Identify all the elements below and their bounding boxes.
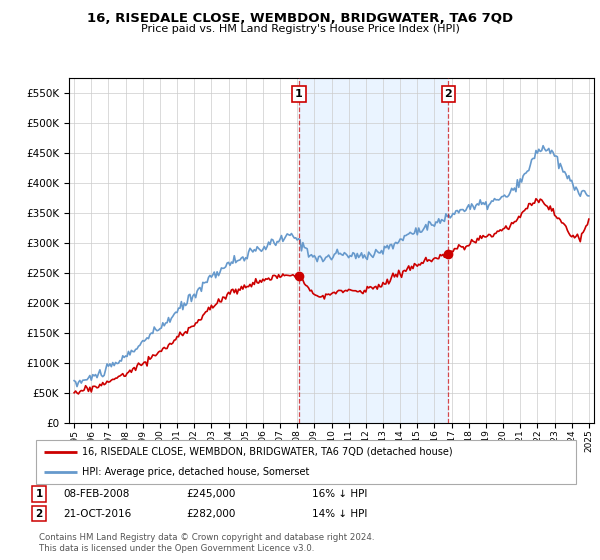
Text: 1: 1 bbox=[35, 489, 43, 499]
Text: HPI: Average price, detached house, Somerset: HPI: Average price, detached house, Some… bbox=[82, 467, 309, 477]
Text: 16% ↓ HPI: 16% ↓ HPI bbox=[312, 489, 367, 499]
Text: 2: 2 bbox=[444, 88, 452, 99]
Text: 16, RISEDALE CLOSE, WEMBDON, BRIDGWATER, TA6 7QD (detached house): 16, RISEDALE CLOSE, WEMBDON, BRIDGWATER,… bbox=[82, 447, 452, 457]
Text: £282,000: £282,000 bbox=[186, 508, 235, 519]
Text: 1: 1 bbox=[295, 88, 303, 99]
Text: Contains HM Land Registry data © Crown copyright and database right 2024.
This d: Contains HM Land Registry data © Crown c… bbox=[39, 533, 374, 553]
Text: Price paid vs. HM Land Registry's House Price Index (HPI): Price paid vs. HM Land Registry's House … bbox=[140, 24, 460, 34]
Bar bbox=[299, 78, 448, 423]
Text: £245,000: £245,000 bbox=[186, 489, 235, 499]
Text: 16, RISEDALE CLOSE, WEMBDON, BRIDGWATER, TA6 7QD: 16, RISEDALE CLOSE, WEMBDON, BRIDGWATER,… bbox=[87, 12, 513, 25]
Text: 08-FEB-2008: 08-FEB-2008 bbox=[63, 489, 130, 499]
Text: 2: 2 bbox=[35, 508, 43, 519]
Text: 21-OCT-2016: 21-OCT-2016 bbox=[63, 508, 131, 519]
Text: 14% ↓ HPI: 14% ↓ HPI bbox=[312, 508, 367, 519]
